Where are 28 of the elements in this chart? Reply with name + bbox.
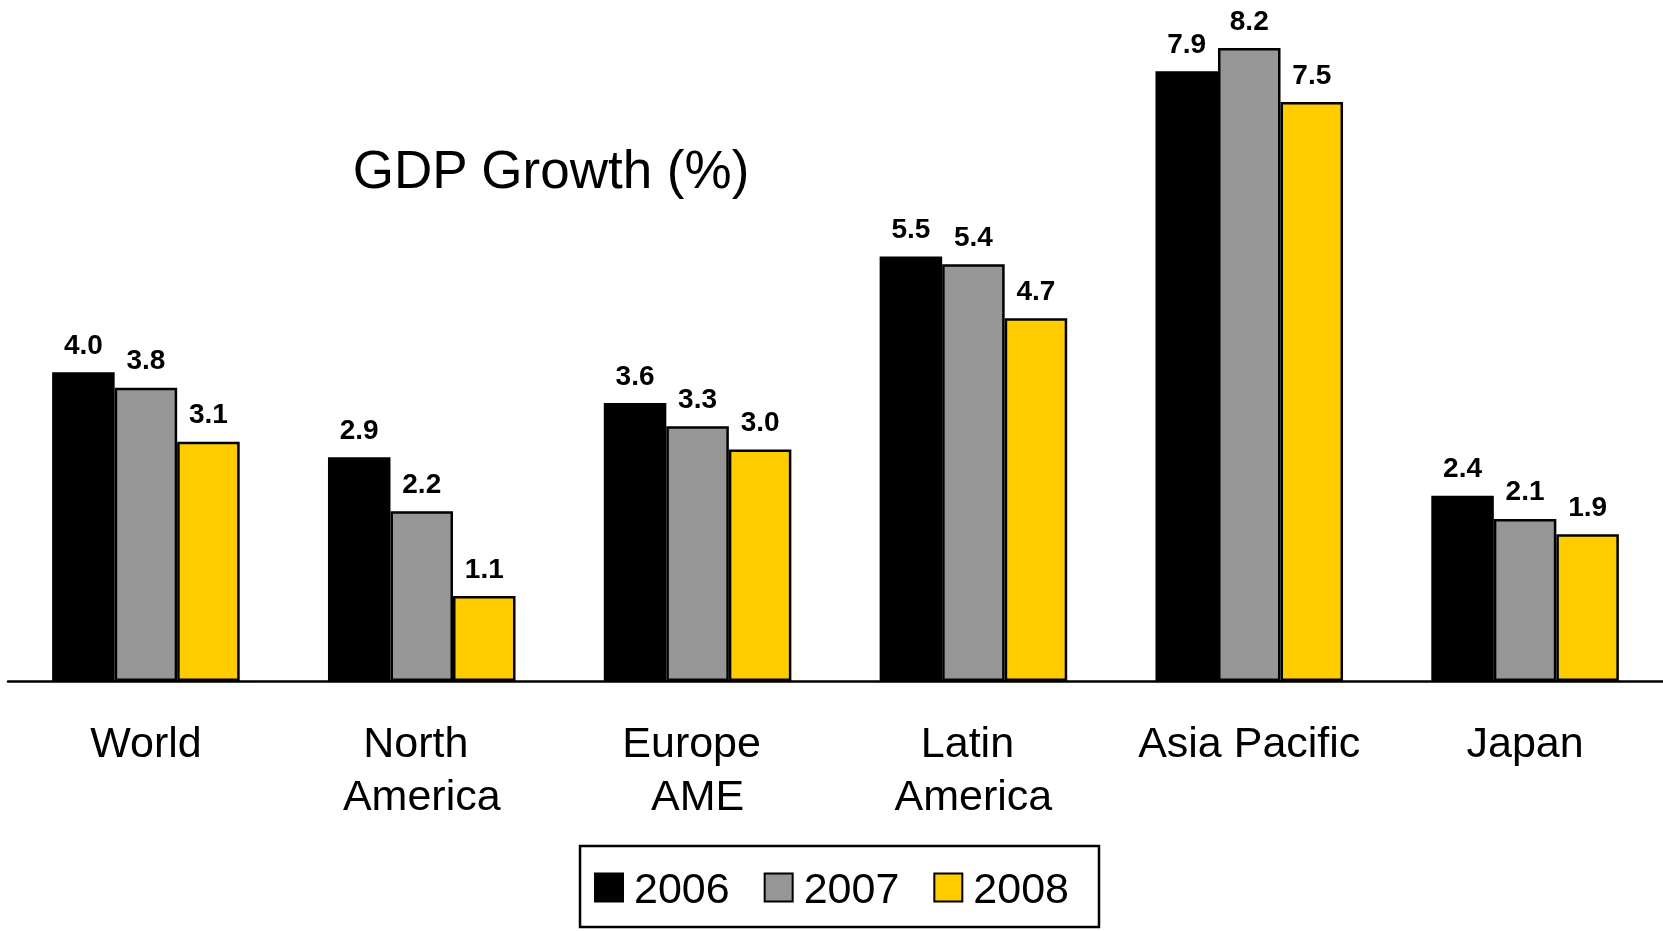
data-label: 7.9 — [1167, 27, 1207, 59]
x-tick-label: Japan — [1466, 717, 1584, 766]
x-tick-label: Asia Pacific — [1138, 717, 1361, 766]
data-label: 2.9 — [339, 413, 379, 445]
data-label: 3.6 — [615, 359, 655, 391]
text: GDP Growth (%) — [352, 140, 750, 199]
data-label: 4.7 — [1016, 274, 1056, 306]
x-tick-label: World — [90, 717, 202, 766]
x-tick-label: Europe AME — [622, 717, 773, 819]
data-label: 3.8 — [126, 344, 166, 376]
x-tick-label: Latin America — [894, 717, 1053, 819]
data-label: 5.5 — [891, 212, 931, 244]
legend-label: 2007 — [803, 863, 900, 912]
data-label: 2.1 — [1505, 475, 1545, 507]
data-label: 5.4 — [953, 220, 994, 252]
data-label: 1.1 — [464, 552, 504, 584]
data-label: 4.0 — [63, 328, 103, 360]
x-tick-label: North America — [342, 717, 501, 819]
legend-label: 2008 — [973, 863, 1069, 912]
data-label: 8.2 — [1229, 4, 1269, 36]
data-label: 3.0 — [740, 405, 780, 437]
data-label: 2.4 — [1443, 452, 1483, 484]
data-label: 7.5 — [1292, 58, 1332, 90]
data-label: 3.3 — [678, 382, 718, 414]
data-label: 1.9 — [1568, 490, 1608, 522]
legend-label: 2006 — [634, 863, 730, 912]
data-label: 2.2 — [402, 467, 442, 499]
data-label: 3.1 — [188, 398, 228, 430]
